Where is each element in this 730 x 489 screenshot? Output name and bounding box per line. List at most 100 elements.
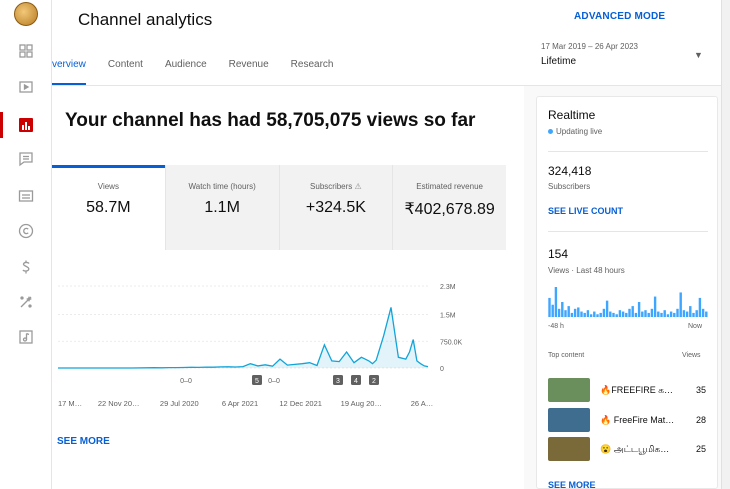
realtime-bar bbox=[692, 312, 695, 317]
realtime-bar bbox=[551, 304, 554, 317]
realtime-bar bbox=[698, 297, 702, 317]
earn-icon[interactable] bbox=[17, 258, 35, 276]
video-views: 28 bbox=[696, 415, 707, 425]
realtime-bar bbox=[685, 311, 689, 317]
comments-icon[interactable] bbox=[17, 150, 35, 168]
realtime-bar bbox=[602, 308, 606, 317]
realtime-card: Realtime Updating live 324,418 Subscribe… bbox=[536, 96, 718, 489]
caret-down-icon[interactable]: ▼ bbox=[694, 50, 703, 60]
y-tick-label: 2.3M bbox=[440, 284, 456, 291]
realtime-bar bbox=[599, 312, 602, 317]
page-scrollbar[interactable] bbox=[721, 0, 730, 489]
subscribers-label: Subscribers bbox=[548, 182, 591, 191]
realtime-bar bbox=[628, 308, 631, 317]
tab-content[interactable]: Content bbox=[107, 59, 143, 70]
series-line bbox=[58, 307, 429, 369]
dashboard-icon[interactable] bbox=[17, 42, 35, 60]
views-headline: Your channel has had 58,705,075 views so… bbox=[65, 110, 476, 131]
publish-marker-count: 4 bbox=[354, 378, 358, 385]
subtitles-icon[interactable] bbox=[17, 187, 35, 205]
realtime-bar bbox=[618, 310, 622, 317]
realtime-bar bbox=[589, 314, 593, 317]
x-tick-label: 12 Dec 2021 bbox=[279, 399, 322, 408]
warning-icon: ⚠ bbox=[354, 182, 362, 191]
video-views: 35 bbox=[696, 385, 707, 395]
metric-views[interactable]: Views 58.7M bbox=[52, 165, 165, 250]
realtime-bar bbox=[682, 310, 686, 317]
realtime-bar bbox=[689, 306, 692, 317]
realtime-bar bbox=[641, 311, 644, 317]
views-line-chart: 2.3M 1.5M 750.0K 0 17 M… 22 Nov 20… 29 Jul 202… bbox=[58, 284, 463, 408]
advanced-mode-button[interactable]: ADVANCED MODE bbox=[574, 11, 666, 22]
realtime-bar bbox=[593, 311, 596, 317]
tab-overview[interactable]: verview bbox=[52, 57, 86, 85]
x-tick-label: 19 Aug 20… bbox=[341, 399, 382, 408]
publish-marker-box bbox=[351, 375, 361, 385]
realtime-bar bbox=[580, 311, 583, 317]
top-content-row[interactable]: 🔥 FreeFire Mat… 28 bbox=[548, 408, 708, 432]
realtime-title: Realtime bbox=[548, 108, 596, 122]
top-content-label: Top content bbox=[548, 352, 585, 359]
see-more-realtime-link[interactable]: SEE MORE bbox=[548, 480, 596, 489]
y-tick-label: 1.5M bbox=[440, 313, 456, 320]
metric-tabs: Views 58.7M Watch time (hours) 1.1M Subs… bbox=[52, 165, 506, 250]
metric-value: +324.5K bbox=[305, 199, 366, 216]
tab-audience[interactable]: Audience bbox=[164, 59, 207, 70]
date-range-selector[interactable]: Lifetime bbox=[541, 56, 577, 67]
metric-label: Subscribers bbox=[310, 182, 353, 191]
tab-research[interactable]: Research bbox=[290, 59, 334, 70]
page-header: Channel analytics ADVANCED MODE verview … bbox=[52, 0, 722, 86]
see-more-link[interactable]: SEE MORE bbox=[57, 436, 110, 447]
realtime-bar bbox=[605, 300, 609, 317]
x-tick-label: 22 Nov 20… bbox=[98, 399, 140, 408]
y-tick-label: 0 bbox=[440, 366, 444, 373]
realtime-bar bbox=[615, 314, 618, 317]
video-thumbnail[interactable] bbox=[548, 378, 590, 402]
views-column-label: Views bbox=[682, 352, 701, 359]
see-live-count-link[interactable]: SEE LIVE COUNT bbox=[548, 206, 624, 216]
realtime-bar-chart bbox=[548, 287, 708, 317]
video-title: 🔥 FreeFire Mat… bbox=[600, 415, 675, 425]
realtime-bar bbox=[679, 292, 682, 317]
x-tick-label: 6 Apr 2021 bbox=[222, 399, 258, 408]
series-area bbox=[58, 307, 428, 368]
x-tick-label: 17 M… bbox=[58, 399, 82, 408]
axis-end-label: Now bbox=[688, 323, 703, 330]
channel-avatar[interactable] bbox=[14, 2, 38, 26]
realtime-bar bbox=[577, 307, 580, 317]
analytics-icon[interactable] bbox=[17, 116, 35, 134]
video-thumbnail[interactable] bbox=[548, 408, 590, 432]
metric-subscribers[interactable]: Subscribers ⚠ +324.5K bbox=[278, 165, 393, 250]
realtime-bar bbox=[625, 312, 628, 317]
realtime-bar bbox=[609, 311, 612, 317]
realtime-bar bbox=[621, 311, 625, 317]
video-title: 🔥FREEFIRE க… bbox=[600, 385, 673, 395]
nav-active-indicator bbox=[0, 112, 52, 138]
copyright-icon[interactable] bbox=[17, 222, 35, 240]
metric-value: 58.7M bbox=[86, 199, 131, 216]
divider bbox=[548, 151, 708, 152]
content-icon[interactable] bbox=[17, 78, 35, 96]
video-thumbnail[interactable] bbox=[548, 437, 590, 461]
realtime-view-count: 154 bbox=[548, 247, 569, 261]
top-content-row[interactable]: 🔥FREEFIRE க… 35 bbox=[548, 378, 708, 402]
realtime-bar bbox=[554, 287, 558, 317]
tab-revenue[interactable]: Revenue bbox=[228, 59, 269, 70]
realtime-status-text: Updating live bbox=[556, 127, 603, 136]
realtime-bar bbox=[573, 308, 577, 317]
realtime-bar bbox=[673, 312, 676, 317]
metric-revenue[interactable]: Estimated revenue ₹402,678.89 bbox=[392, 165, 506, 250]
customization-icon[interactable] bbox=[17, 293, 35, 311]
realtime-status: Updating live bbox=[548, 127, 602, 136]
publish-marker: 0–0 bbox=[180, 378, 192, 385]
realtime-bar bbox=[631, 306, 634, 317]
video-title: 😮 அட்டபூமிக… bbox=[600, 444, 670, 454]
live-dot-icon bbox=[548, 129, 553, 135]
top-content-row[interactable]: 😮 அட்டபூமிக… 25 bbox=[548, 437, 708, 461]
realtime-bar bbox=[669, 311, 673, 317]
audio-library-icon[interactable] bbox=[17, 328, 35, 346]
divider bbox=[548, 231, 708, 232]
metric-watch-time[interactable]: Watch time (hours) 1.1M bbox=[164, 165, 279, 250]
realtime-bar bbox=[561, 302, 564, 317]
